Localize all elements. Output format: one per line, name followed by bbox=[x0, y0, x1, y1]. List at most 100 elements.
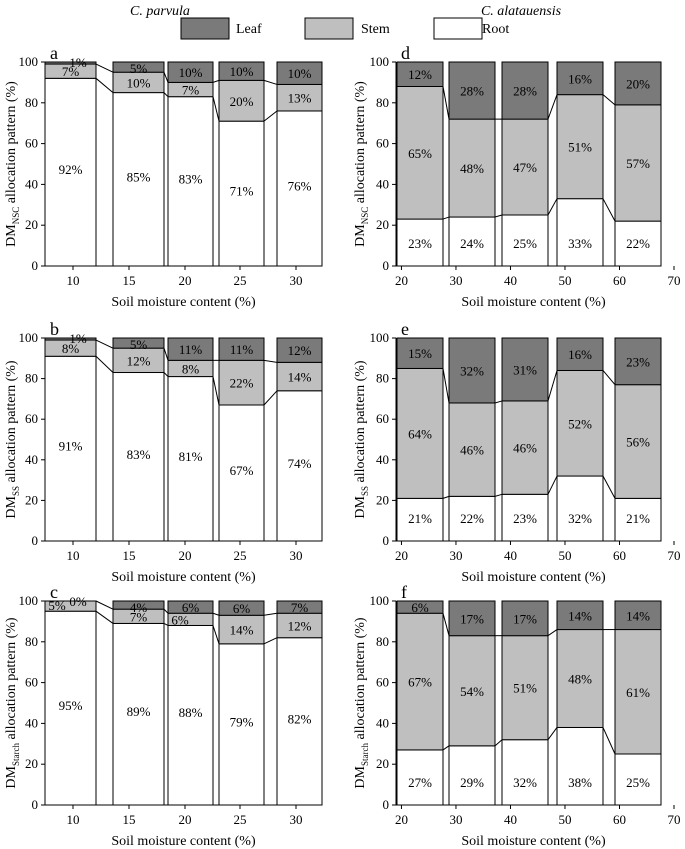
connector-a-stem-3 bbox=[212, 79, 220, 83]
x-tick-label-c-10: 10 bbox=[67, 812, 80, 827]
connector-b-root-1 bbox=[95, 355, 114, 373]
label-f-52.5-root: 38% bbox=[568, 775, 592, 790]
y-tick-label-b-80: 80 bbox=[25, 371, 38, 386]
y-tick-label-a-20: 20 bbox=[25, 217, 38, 232]
label-a-15-root: 85% bbox=[127, 169, 151, 184]
bar-a-30-leaf bbox=[276, 61, 323, 85]
y-tick-label-f-60: 60 bbox=[376, 675, 389, 690]
bar-f-22.5-root bbox=[396, 749, 444, 806]
y-tick-label-e-80: 80 bbox=[376, 371, 389, 386]
label-b-20-leaf: 11% bbox=[179, 342, 203, 357]
bar-a-15-leaf bbox=[112, 61, 165, 73]
y-axis-title-sub-f: Starch bbox=[360, 743, 370, 766]
x-axis-title-f: Soil moisture content (%) bbox=[461, 834, 606, 849]
label-c-10-leaf: 0% bbox=[69, 594, 87, 609]
connector-d-root-1 bbox=[442, 216, 450, 220]
bar-a-15-root bbox=[112, 92, 165, 267]
connector-c-stem-1 bbox=[95, 600, 114, 610]
bar-f-52.5-root bbox=[556, 726, 604, 806]
label-b-25-root: 67% bbox=[230, 463, 254, 478]
connector-f-root-4 bbox=[602, 727, 616, 755]
y-axis-title-sub-e: SS bbox=[360, 486, 370, 496]
x-tick-label-a-15: 15 bbox=[123, 273, 136, 288]
bar-c-30-root bbox=[276, 637, 323, 806]
y-tick-label-e-0: 0 bbox=[383, 533, 390, 548]
bar-a-30-stem bbox=[276, 83, 323, 112]
y-tick-label-f-20: 20 bbox=[376, 756, 389, 771]
bar-b-30-stem bbox=[276, 361, 323, 392]
connector-b-root-3 bbox=[212, 376, 220, 406]
label-d-32.5-root: 24% bbox=[460, 236, 484, 251]
bar-e-32.5-leaf bbox=[448, 337, 496, 404]
y-axis-title-c: DMStarch allocation pattern (%) bbox=[4, 617, 21, 788]
bar-a-30-root bbox=[276, 110, 323, 267]
label-b-30-stem: 14% bbox=[288, 370, 312, 385]
bar-c-25-root bbox=[218, 643, 265, 806]
panel-letter-f: f bbox=[401, 582, 407, 602]
bar-f-42.5-root bbox=[501, 739, 549, 806]
bar-f-22.5-leaf bbox=[396, 600, 444, 614]
connector-b-root-2 bbox=[163, 372, 169, 377]
connector-c-stem-3 bbox=[212, 612, 220, 616]
y-tick-label-a-80: 80 bbox=[25, 95, 38, 110]
y-tick-label-c-100: 100 bbox=[19, 593, 39, 608]
legend-swatch-stem bbox=[304, 17, 354, 40]
connector-f-root-1 bbox=[442, 745, 450, 751]
y-axis-title-main-e: DM bbox=[353, 495, 368, 518]
label-d-32.5-leaf: 28% bbox=[460, 84, 484, 99]
connector-b-stem-4 bbox=[263, 359, 278, 363]
label-c-20-stem: 6% bbox=[171, 612, 189, 627]
label-f-32.5-root: 29% bbox=[460, 775, 484, 790]
y-axis-title-sub-b: SS bbox=[11, 486, 21, 496]
connector-c-stem-4 bbox=[263, 612, 278, 616]
bar-f-52.5-leaf bbox=[556, 600, 604, 631]
x-tick-label-e-60: 60 bbox=[613, 548, 626, 563]
connector-e-stem-4 bbox=[602, 370, 616, 386]
x-tick-label-d-30: 30 bbox=[449, 273, 462, 288]
label-b-25-leaf: 11% bbox=[230, 342, 254, 357]
label-c-25-stem: 14% bbox=[230, 623, 254, 638]
y-tick-label-c-60: 60 bbox=[25, 675, 38, 690]
x-tick-label-e-30: 30 bbox=[449, 548, 462, 563]
bar-e-22.5-stem bbox=[396, 367, 444, 499]
label-b-25-stem: 22% bbox=[230, 376, 254, 391]
bar-a-20-leaf bbox=[167, 61, 214, 83]
label-b-20-stem: 8% bbox=[182, 361, 200, 376]
panel-letter-a: a bbox=[50, 43, 58, 63]
label-f-22.5-root: 27% bbox=[408, 775, 432, 790]
x-tick-label-f-30: 30 bbox=[449, 812, 462, 827]
label-e-52.5-leaf: 16% bbox=[568, 347, 592, 362]
x-tick-label-c-25: 25 bbox=[234, 812, 247, 827]
bar-a-25-root bbox=[218, 120, 265, 267]
label-b-15-stem: 12% bbox=[127, 353, 151, 368]
label-f-62.5-root: 25% bbox=[626, 775, 650, 790]
x-tick-label-f-60: 60 bbox=[613, 812, 626, 827]
header-left: C. parvula bbox=[130, 4, 190, 19]
connector-c-root-2 bbox=[163, 622, 169, 626]
connector-f-root-3 bbox=[547, 727, 558, 741]
bar-a-10-root bbox=[44, 77, 97, 267]
x-tick-label-f-40: 40 bbox=[504, 812, 517, 827]
connector-d-root-4 bbox=[602, 198, 616, 222]
bar-d-32.5-leaf bbox=[448, 61, 496, 120]
bar-f-62.5-leaf bbox=[614, 600, 662, 631]
y-tick-label-d-100: 100 bbox=[370, 54, 390, 69]
x-tick-label-d-40: 40 bbox=[504, 273, 517, 288]
y-tick-label-d-20: 20 bbox=[376, 217, 389, 232]
bar-c-10-root bbox=[44, 610, 97, 806]
bar-c-20-leaf bbox=[167, 600, 214, 614]
connector-e-root-1 bbox=[442, 495, 450, 499]
connector-e-stem-1 bbox=[442, 368, 450, 404]
label-e-62.5-stem: 56% bbox=[626, 435, 650, 450]
label-d-62.5-leaf: 20% bbox=[626, 76, 650, 91]
bar-c-15-root bbox=[112, 622, 165, 806]
label-f-32.5-leaf: 17% bbox=[460, 611, 484, 626]
label-d-32.5-stem: 48% bbox=[460, 161, 484, 176]
y-axis-title-rest-c: allocation pattern (%) bbox=[4, 617, 19, 743]
panel-a: 92%7%1%85%10%5%83%7%10%71%20%10%76%13%10… bbox=[4, 43, 323, 310]
legend-label-leaf: Leaf bbox=[236, 22, 262, 37]
label-b-20-root: 81% bbox=[179, 449, 203, 464]
bar-c-25-stem bbox=[218, 614, 265, 645]
connector-e-stem-2 bbox=[494, 400, 503, 404]
y-axis-title-d: DMNSC allocation pattern (%) bbox=[353, 81, 370, 247]
